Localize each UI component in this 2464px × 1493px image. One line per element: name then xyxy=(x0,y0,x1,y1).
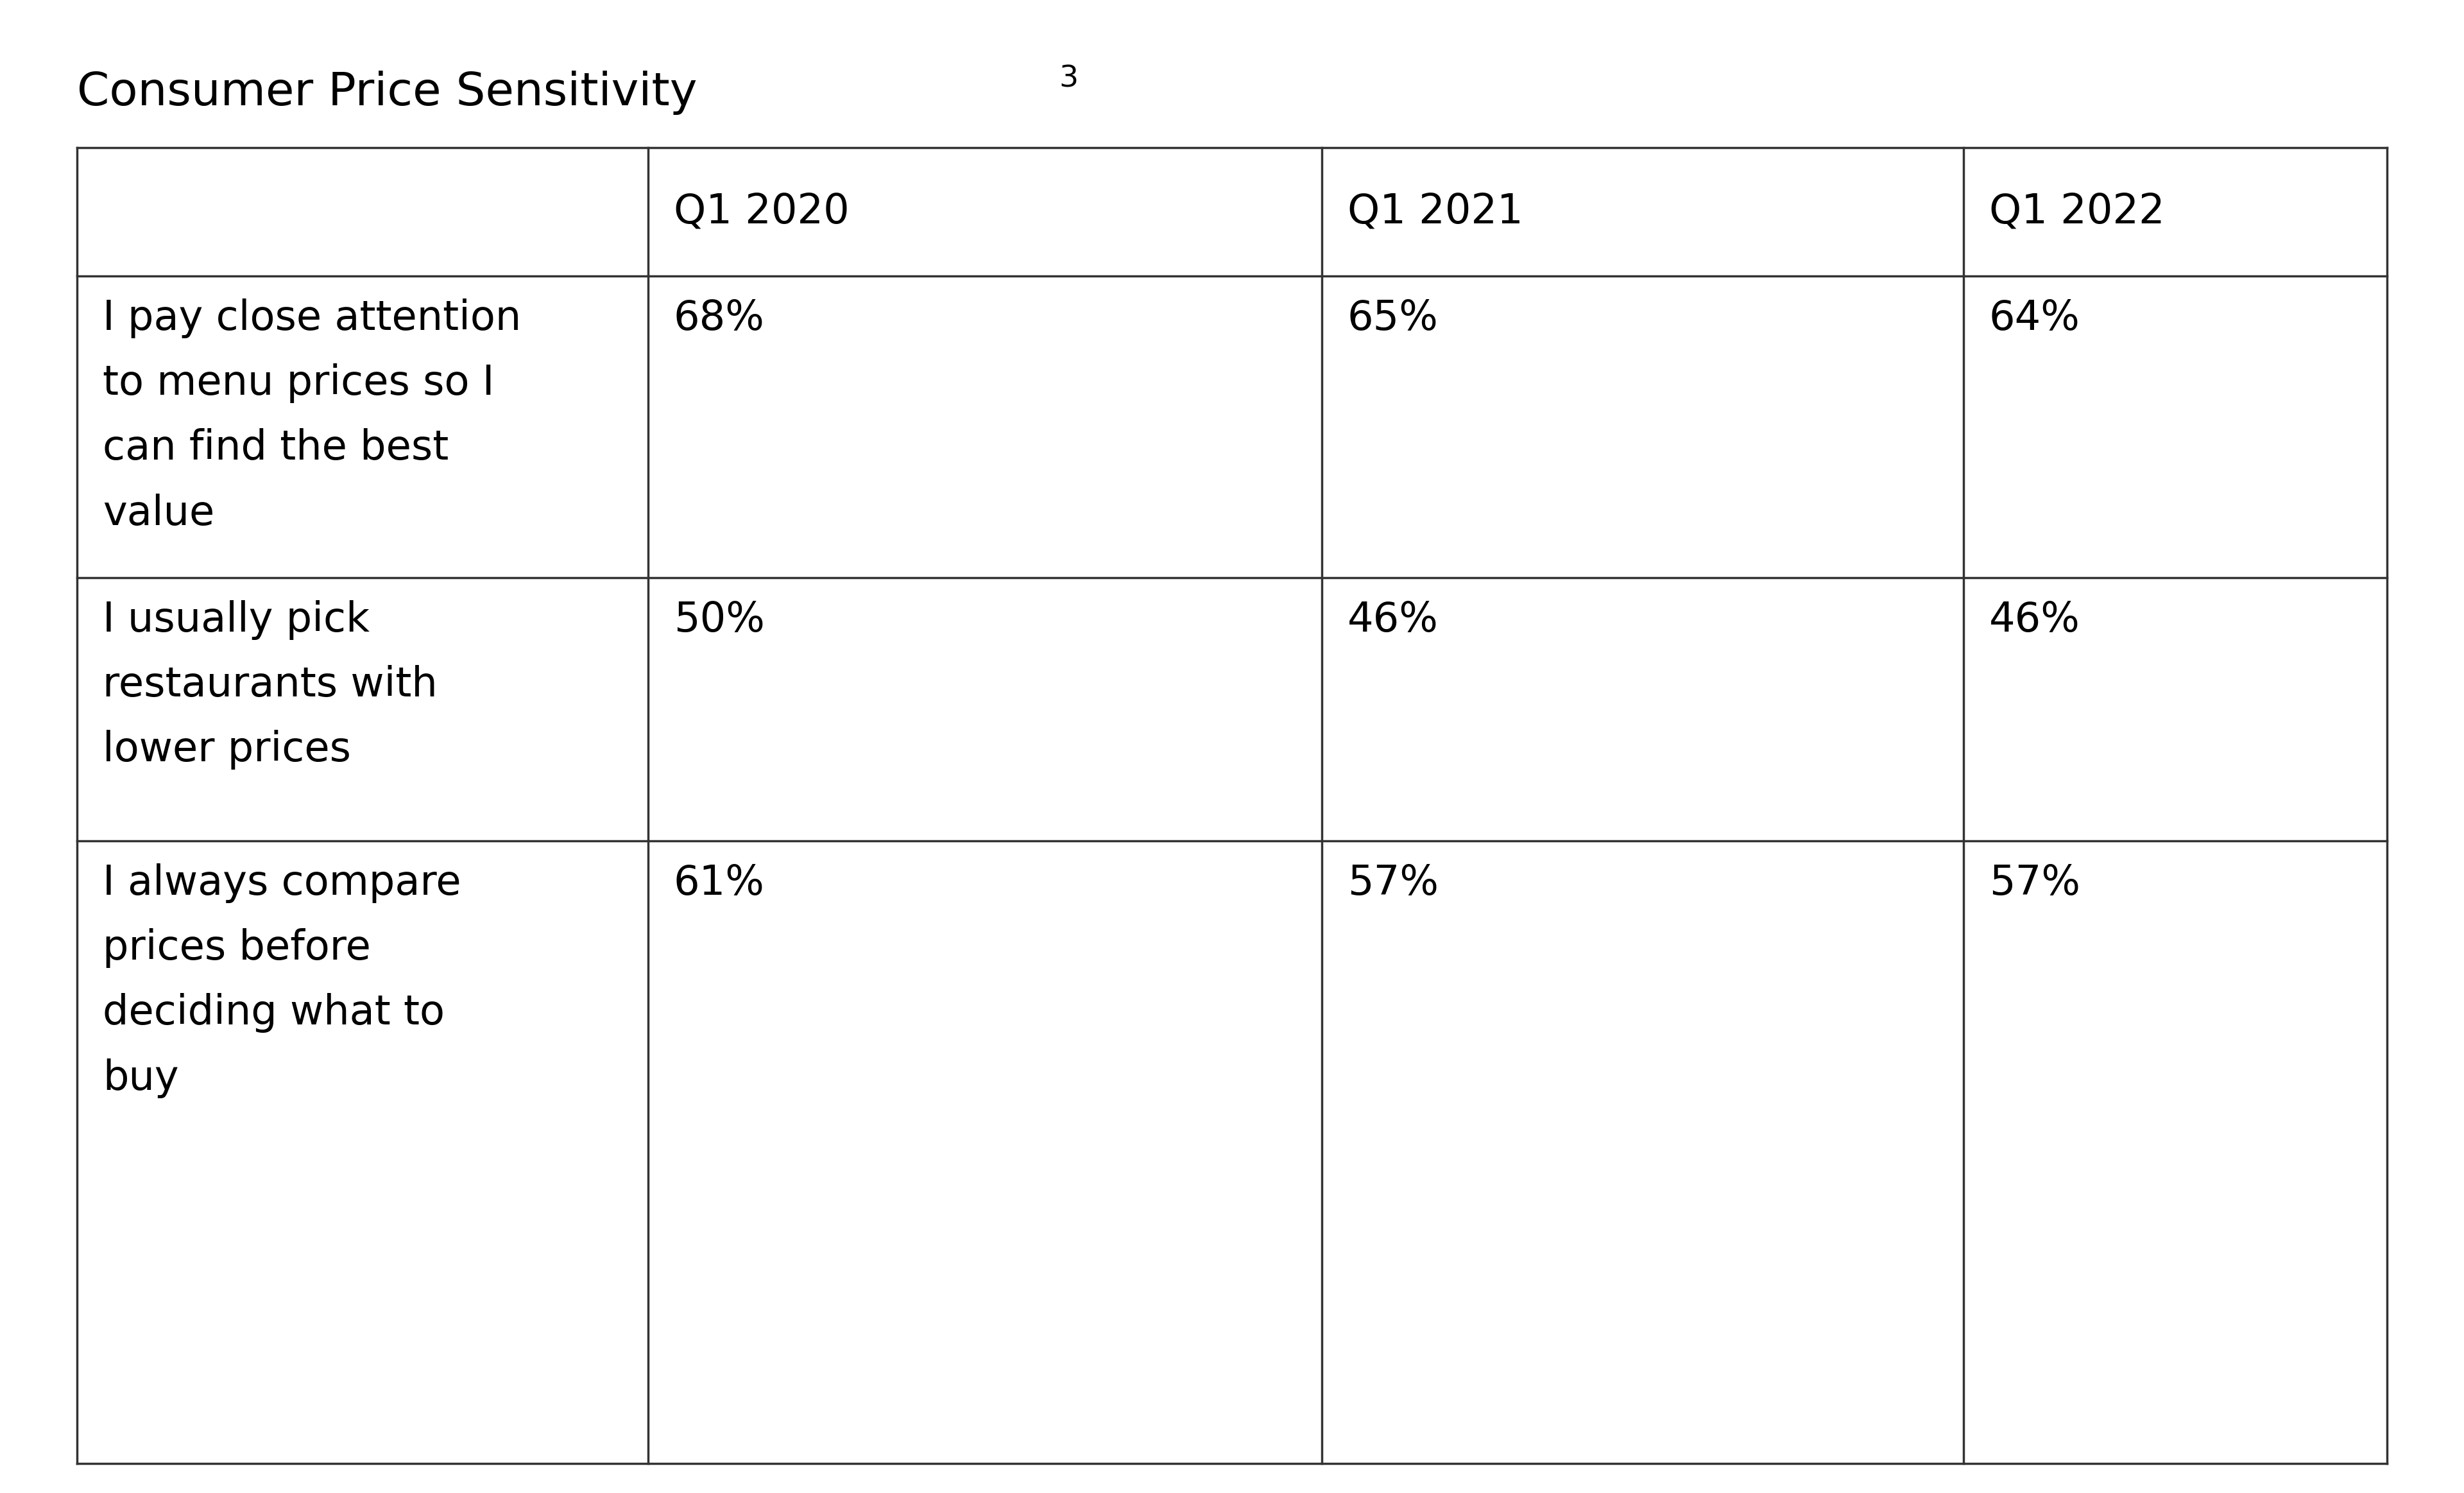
Text: 3: 3 xyxy=(1060,64,1079,93)
Text: 57%: 57% xyxy=(1348,863,1439,903)
Text: 50%: 50% xyxy=(673,600,764,640)
Text: I always compare
prices before
deciding what to
buy: I always compare prices before deciding … xyxy=(103,863,461,1097)
Text: 64%: 64% xyxy=(1988,299,2080,339)
Text: 57%: 57% xyxy=(1988,863,2080,903)
Text: Q1 2020: Q1 2020 xyxy=(673,193,850,231)
Text: 65%: 65% xyxy=(1348,299,1439,339)
Text: Consumer Price Sensitivity: Consumer Price Sensitivity xyxy=(76,70,697,115)
Text: Q1 2021: Q1 2021 xyxy=(1348,193,1523,231)
Text: 46%: 46% xyxy=(1348,600,1439,640)
Text: 46%: 46% xyxy=(1988,600,2080,640)
Text: I usually pick
restaurants with
lower prices: I usually pick restaurants with lower pr… xyxy=(103,600,439,770)
Text: 61%: 61% xyxy=(673,863,764,903)
Text: Q1 2022: Q1 2022 xyxy=(1988,193,2166,231)
Text: 68%: 68% xyxy=(673,299,764,339)
Text: I pay close attention
to menu prices so I
can find the best
value: I pay close attention to menu prices so … xyxy=(103,299,522,533)
